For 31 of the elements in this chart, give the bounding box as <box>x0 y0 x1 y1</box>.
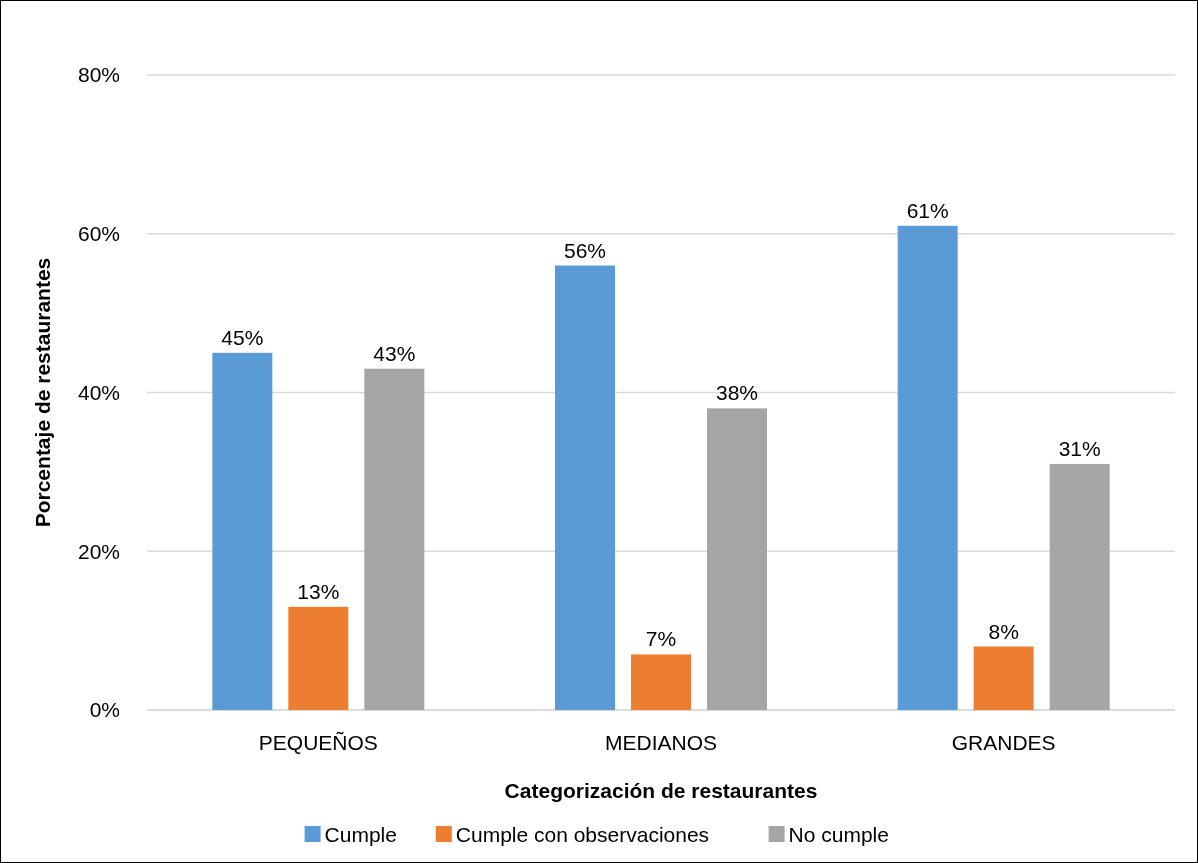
x-tick-label: MEDIANOS <box>604 731 718 754</box>
legend-label: Cumple <box>324 823 397 846</box>
bar <box>631 654 691 710</box>
bar <box>364 368 425 710</box>
bar <box>555 265 615 710</box>
y-axis-title: Porcentaje de restaurantes <box>31 257 54 528</box>
data-label: 61% <box>906 198 949 222</box>
data-label: 7% <box>645 627 677 651</box>
y-tick-label: 20% <box>77 539 120 563</box>
legend-label: Cumple con observaciones <box>455 823 710 846</box>
bar <box>212 352 273 710</box>
x-tick-label: PEQUEÑOS <box>258 731 378 754</box>
data-label: 8% <box>988 619 1019 643</box>
y-tick-label: 60% <box>77 222 120 246</box>
data-label: 38% <box>715 381 759 405</box>
x-axis-title: Categorización de restaurantes <box>504 779 818 802</box>
data-label: 31% <box>1058 436 1101 460</box>
bar <box>973 646 1034 710</box>
data-label: 56% <box>563 238 607 262</box>
legend-label: No cumple <box>788 823 889 846</box>
data-label: 13% <box>297 579 340 603</box>
y-tick-label: 80% <box>77 63 120 87</box>
data-label: 43% <box>373 341 416 365</box>
data-label: 45% <box>221 325 264 349</box>
bar <box>288 606 349 710</box>
bar <box>897 225 958 710</box>
y-tick-label: 40% <box>77 380 120 404</box>
bar <box>707 408 767 710</box>
bar <box>1049 463 1110 710</box>
y-tick-label: 0% <box>89 698 120 722</box>
x-tick-label: GRANDES <box>951 731 1056 754</box>
